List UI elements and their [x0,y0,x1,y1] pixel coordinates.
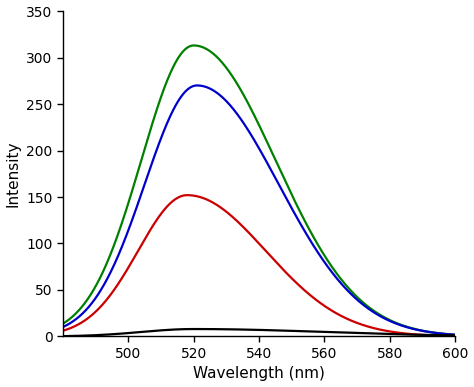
Y-axis label: Intensity: Intensity [6,140,20,207]
X-axis label: Wavelength (nm): Wavelength (nm) [193,366,325,382]
